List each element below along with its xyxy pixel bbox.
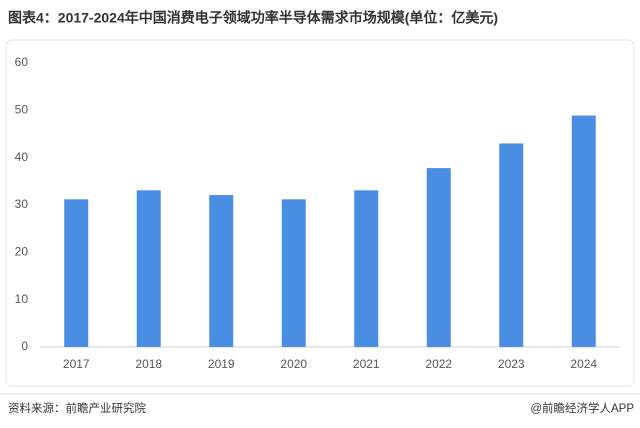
x-tick-label: 2021	[353, 357, 380, 371]
bar	[209, 195, 234, 347]
y-tick-label: 0	[21, 339, 28, 353]
y-tick-label: 50	[15, 103, 29, 117]
bar	[354, 190, 379, 347]
y-tick-label: 60	[15, 55, 29, 69]
x-tick-label: 2024	[570, 357, 597, 371]
chart-frame	[5, 39, 635, 387]
source: 资料来源：前瞻产业研究院	[8, 401, 146, 415]
y-tick-label: 10	[15, 292, 29, 306]
bar	[426, 168, 451, 347]
y-tick-label: 40	[15, 150, 29, 164]
chart-title: 图表4：2017-2024年中国消费电子领域功率半导体需求市场规模(单位：亿美元…	[8, 10, 498, 26]
x-tick-label: 2018	[135, 357, 162, 371]
x-tick-label: 2023	[498, 357, 525, 371]
bar	[281, 199, 306, 347]
y-tick-label: 20	[15, 245, 29, 259]
x-tick-label: 2017	[63, 357, 90, 371]
credit: @前瞻经济学人APP	[530, 401, 634, 415]
bar	[136, 190, 161, 347]
y-tick-label: 30	[15, 197, 29, 211]
bar	[64, 199, 89, 347]
x-tick-label: 2020	[280, 357, 307, 371]
x-tick-label: 2019	[208, 357, 235, 371]
x-tick-label: 2022	[425, 357, 452, 371]
bar	[571, 115, 596, 347]
bar	[499, 143, 524, 347]
